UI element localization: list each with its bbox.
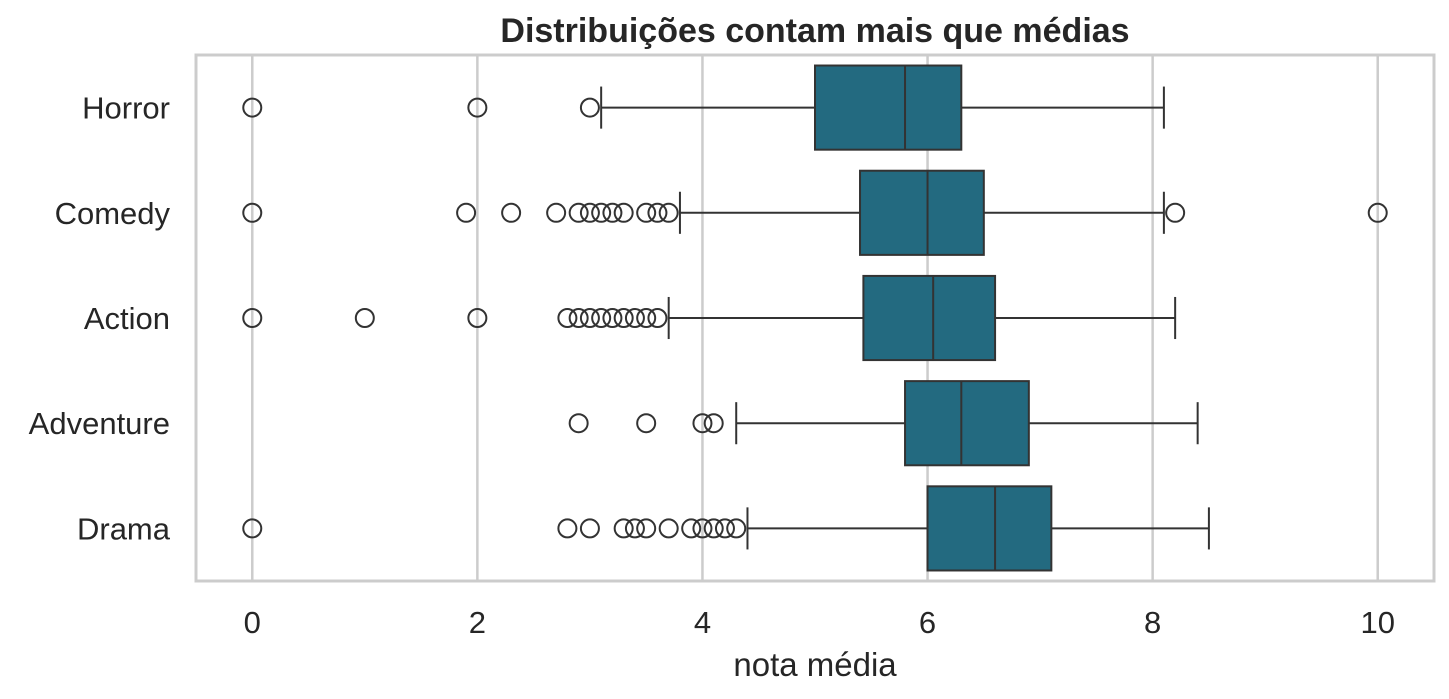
outlier-point <box>692 413 713 434</box>
outlier-point <box>647 308 668 328</box>
outlier-point <box>546 202 567 223</box>
outlier-point <box>1367 202 1388 223</box>
chart-title: Distribuições contam mais que médias <box>500 12 1129 50</box>
outlier-point <box>242 518 263 539</box>
box-group <box>242 274 1177 362</box>
y-axis: Horror Comedy Action Adventure Drama <box>29 91 171 547</box>
outlier-point <box>624 308 645 328</box>
outlier-point <box>467 308 488 328</box>
x-tick-label: 10 <box>1360 605 1394 640</box>
outlier-point <box>636 202 657 223</box>
x-tick-label: 4 <box>694 605 711 640</box>
outlier-point <box>557 308 578 328</box>
outlier-point <box>456 202 477 223</box>
iqr-box <box>814 64 963 151</box>
outlier-point <box>613 518 634 539</box>
y-category-label: Drama <box>77 511 171 546</box>
outlier-point <box>658 518 679 539</box>
plot-area <box>242 64 1388 572</box>
outlier-point <box>726 518 747 539</box>
x-tick-label: 6 <box>919 605 936 640</box>
outlier-point <box>636 518 657 539</box>
outlier-point <box>1165 202 1186 223</box>
box-group <box>242 169 1388 256</box>
outlier-point <box>242 308 263 328</box>
outlier-point <box>557 518 578 539</box>
outlier-point <box>692 518 713 539</box>
iqr-box <box>862 274 997 362</box>
outlier-point <box>714 518 735 539</box>
outlier-point <box>613 202 634 223</box>
outlier-point <box>579 97 600 118</box>
outlier-point <box>703 518 724 539</box>
outlier-point <box>467 97 488 118</box>
outlier-point <box>636 308 657 328</box>
iqr-box <box>859 169 985 256</box>
y-category-label: Action <box>84 301 170 336</box>
box-group <box>568 380 1199 467</box>
x-tick-label: 8 <box>1144 605 1161 640</box>
outlier-point <box>624 518 645 539</box>
iqr-box <box>926 485 1053 572</box>
outlier-point <box>602 308 623 328</box>
outlier-point <box>568 308 589 328</box>
outlier-point <box>354 308 375 328</box>
outlier-point <box>242 202 263 223</box>
x-axis: 0 2 4 6 8 10 <box>244 605 1395 640</box>
outlier-point <box>568 413 589 434</box>
outlier-point <box>591 308 612 328</box>
box-group <box>242 485 1210 572</box>
iqr-box <box>904 380 1030 467</box>
x-tick-label: 2 <box>469 605 486 640</box>
outlier-point <box>501 202 522 223</box>
outlier-point <box>242 97 263 118</box>
outlier-point <box>579 308 600 328</box>
outlier-point <box>613 308 634 328</box>
outlier-point <box>591 202 612 223</box>
y-category-label: Comedy <box>55 196 171 231</box>
outlier-point <box>703 413 724 434</box>
box-group <box>242 64 1165 151</box>
outlier-point <box>636 413 657 434</box>
y-category-label: Horror <box>82 91 170 126</box>
outlier-point <box>579 202 600 223</box>
plot-frame <box>194 53 1436 583</box>
outlier-point <box>658 202 679 223</box>
outlier-point <box>579 518 600 539</box>
x-tick-label: 0 <box>244 605 261 640</box>
outlier-point <box>568 202 589 223</box>
y-category-label: Adventure <box>29 406 170 441</box>
x-axis-label: nota média <box>733 646 897 683</box>
outlier-point <box>602 202 623 223</box>
outlier-point <box>647 202 668 223</box>
outlier-point <box>681 518 702 539</box>
